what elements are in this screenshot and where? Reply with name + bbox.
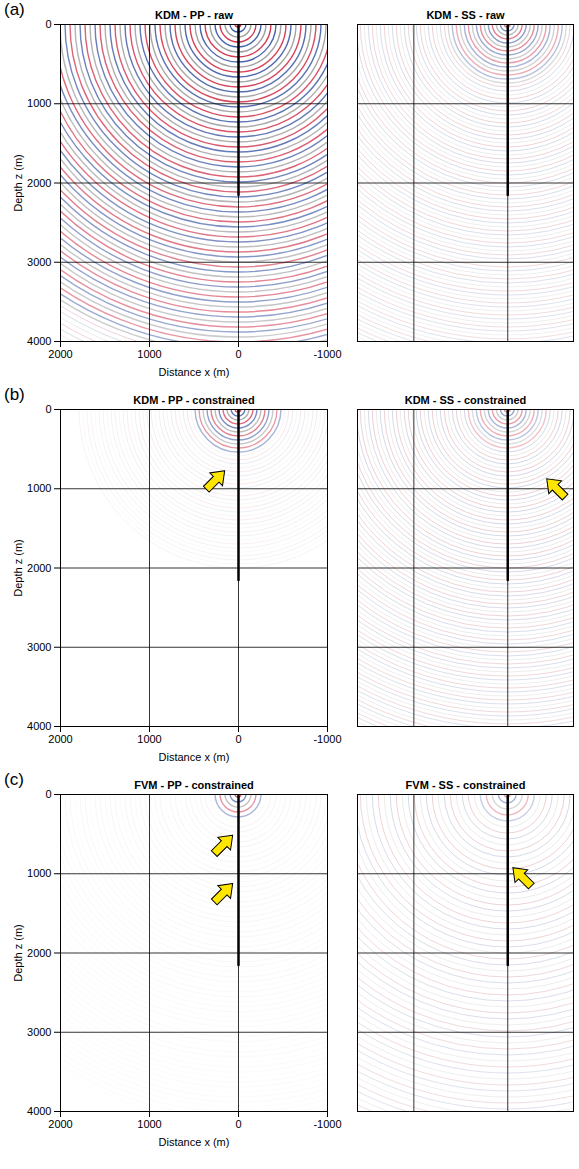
svg-text:-1000: -1000 bbox=[313, 348, 341, 360]
svg-text:2000: 2000 bbox=[48, 733, 72, 745]
svg-text:3000: 3000 bbox=[27, 641, 51, 653]
svg-text:3000: 3000 bbox=[27, 1026, 51, 1038]
svg-text:KDM - PP - constrained: KDM - PP - constrained bbox=[133, 394, 254, 406]
svg-text:FVM - SS - constrained: FVM - SS - constrained bbox=[406, 779, 526, 791]
svg-text:Depth z (m): Depth z (m) bbox=[12, 539, 24, 596]
svg-text:KDM - PP - raw: KDM - PP - raw bbox=[155, 9, 233, 21]
svg-text:1000: 1000 bbox=[137, 733, 161, 745]
svg-text:0: 0 bbox=[235, 1118, 241, 1130]
svg-text:Distance x (m): Distance x (m) bbox=[159, 1136, 230, 1148]
svg-text:1000: 1000 bbox=[27, 867, 51, 879]
svg-text:Distance x (m): Distance x (m) bbox=[159, 366, 230, 378]
svg-text:-1000: -1000 bbox=[313, 733, 341, 745]
svg-text:2000: 2000 bbox=[48, 348, 72, 360]
svg-text:4000: 4000 bbox=[27, 1105, 51, 1117]
svg-text:2000: 2000 bbox=[27, 562, 51, 574]
svg-text:1000: 1000 bbox=[137, 1118, 161, 1130]
svg-text:4000: 4000 bbox=[27, 720, 51, 732]
svg-text:4000: 4000 bbox=[27, 335, 51, 347]
svg-text:0: 0 bbox=[45, 788, 51, 800]
svg-text:2000: 2000 bbox=[27, 177, 51, 189]
svg-text:1000: 1000 bbox=[137, 348, 161, 360]
svg-text:Distance x (m): Distance x (m) bbox=[159, 751, 230, 763]
svg-text:-1000: -1000 bbox=[313, 1118, 341, 1130]
svg-text:3000: 3000 bbox=[27, 256, 51, 268]
svg-text:Depth z (m): Depth z (m) bbox=[12, 154, 24, 211]
svg-text:1000: 1000 bbox=[27, 482, 51, 494]
svg-text:0: 0 bbox=[235, 348, 241, 360]
svg-text:2000: 2000 bbox=[27, 947, 51, 959]
html-text:(a): (a) bbox=[4, 0, 25, 19]
svg-text:2000: 2000 bbox=[48, 1118, 72, 1130]
html-text:(b): (b) bbox=[4, 385, 25, 404]
svg-text:0: 0 bbox=[45, 18, 51, 30]
svg-text:0: 0 bbox=[45, 403, 51, 415]
svg-text:KDM - SS - raw: KDM - SS - raw bbox=[426, 9, 505, 21]
html-text:(c): (c) bbox=[4, 770, 24, 789]
svg-text:FVM - PP - constrained: FVM - PP - constrained bbox=[134, 779, 254, 791]
svg-text:Depth z (m): Depth z (m) bbox=[12, 924, 24, 981]
svg-text:KDM - SS - constrained: KDM - SS - constrained bbox=[405, 394, 527, 406]
svg-text:1000: 1000 bbox=[27, 97, 51, 109]
svg-text:0: 0 bbox=[235, 733, 241, 745]
